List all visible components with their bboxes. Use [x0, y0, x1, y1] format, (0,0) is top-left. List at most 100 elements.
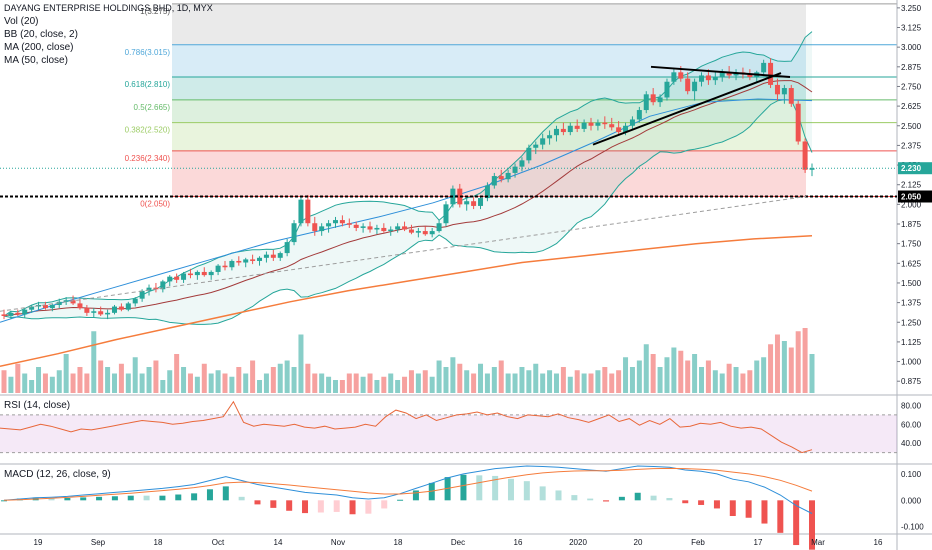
candle-body: [802, 141, 808, 170]
volume-bar: [229, 376, 235, 393]
candle-body: [29, 306, 35, 310]
candle-body: [774, 84, 780, 95]
volume-bar: [443, 367, 449, 393]
fib-zone: [172, 44, 806, 78]
macd-histogram-bar: [270, 500, 277, 508]
candle-body: [609, 124, 615, 128]
volume-bar: [395, 380, 401, 393]
volume-bar: [788, 347, 794, 393]
volume-bar: [98, 360, 104, 393]
volume-bar: [588, 373, 594, 393]
candle-body: [201, 271, 207, 276]
volume-bar: [29, 380, 35, 393]
volume-bar: [629, 367, 635, 393]
candle-body: [125, 303, 131, 310]
candle-body: [595, 122, 601, 126]
volume-bar: [705, 360, 711, 393]
volume-bar: [215, 370, 221, 393]
macd-title[interactable]: MACD (12, 26, close, 9): [4, 469, 111, 480]
volume-bar: [685, 360, 691, 393]
fib-level-label: 1(3.275): [140, 7, 170, 16]
rsi-title[interactable]: RSI (14, close): [4, 400, 71, 411]
candle-body: [56, 301, 62, 305]
bb-basis-line: [3, 80, 813, 317]
volume-bar: [526, 370, 532, 393]
candle-body: [98, 311, 104, 315]
volume-bar: [457, 363, 463, 393]
last-price-tag: [898, 162, 932, 175]
rsi-tick-label: 60.00: [901, 420, 922, 429]
price-tick-label: 1.750: [901, 240, 922, 249]
macd-histogram-bar: [254, 500, 261, 505]
indicator-bb-label[interactable]: BB (20, close, 2): [4, 29, 78, 40]
volume-bar: [733, 367, 739, 393]
candle-body: [636, 110, 642, 120]
volume-bar: [174, 354, 180, 393]
candle-body: [181, 273, 187, 280]
drawings: [0, 65, 897, 312]
time-tick-label: 14: [274, 538, 283, 547]
candle-body: [692, 81, 698, 92]
volume-bar: [84, 373, 90, 393]
candle-body: [712, 77, 718, 81]
candle-body: [381, 227, 387, 232]
macd-histogram-bar: [238, 496, 245, 501]
candle-body: [305, 199, 311, 224]
volume-bar: [602, 367, 608, 393]
volume-bar: [795, 331, 801, 393]
candle-body: [374, 227, 380, 230]
indicator-vol-label[interactable]: Vol (20): [4, 16, 39, 27]
volume-bar: [553, 373, 559, 393]
candle-body: [298, 199, 304, 224]
volume-bar: [388, 373, 394, 393]
candle-body: [277, 253, 283, 258]
candle-body: [402, 226, 408, 230]
fibonacci-retracement: 1(3.275) 0.786(3.015) 0.618(2.810) 0.5(2.66…: [125, 3, 897, 209]
candle-body: [91, 311, 97, 313]
indicator-ma200-label[interactable]: MA (200, close): [4, 42, 74, 53]
candle-body: [560, 128, 566, 133]
candle-body: [8, 312, 14, 316]
main-legend: DAYANG ENTERPRISE HOLDINGS BHD, 1D, MYX …: [4, 2, 213, 67]
bollinger-bands: [3, 31, 813, 325]
support-price-tag: [898, 190, 932, 203]
volume-bar: [402, 376, 408, 393]
volume-bar: [167, 370, 173, 393]
candle-body: [118, 306, 124, 310]
time-axis[interactable]: 19 Sep 18 Oct 14 Nov 18 Dec 16 2020 20 Feb 17 Mar 16: [34, 538, 883, 547]
price-axis[interactable]: 3.250 3.125 3.000 2.875 2.750 2.625 2.500 2.375…: [897, 4, 932, 532]
macd-histogram-bar: [206, 489, 213, 501]
candle-body: [77, 303, 83, 309]
volume-bar: [754, 360, 760, 393]
candle-body: [788, 88, 794, 104]
candlesticks: [1, 58, 815, 320]
price-tick-label: 1.000: [901, 358, 922, 367]
macd-histogram-bar: [555, 490, 562, 501]
macd-tick-label: 0.000: [901, 496, 922, 505]
macd-histogram-bar: [143, 495, 150, 501]
volume-bar: [63, 354, 69, 393]
candle-body: [187, 273, 193, 276]
volume-bar: [118, 363, 124, 393]
volume-bar: [547, 370, 553, 393]
candle-body: [194, 271, 200, 276]
candle-body: [15, 312, 21, 315]
price-tick-label: 2.125: [901, 181, 922, 190]
volume-bar: [436, 360, 442, 393]
candle-body: [781, 88, 787, 95]
candle-body: [49, 304, 55, 309]
price-tick-label: 2.500: [901, 122, 922, 131]
volume-bar: [132, 357, 138, 393]
volume-bar: [360, 376, 366, 393]
candle-body: [270, 254, 276, 258]
volume-bar: [208, 373, 214, 393]
volume-bar: [540, 373, 546, 393]
volume-bar: [768, 344, 774, 393]
volume-bar: [422, 370, 428, 393]
ascending-trendline: [592, 72, 782, 146]
volume-bar: [139, 373, 145, 393]
candle-body: [1, 314, 7, 316]
symbol-title[interactable]: DAYANG ENTERPRISE HOLDINGS BHD, 1D, MYX: [4, 3, 213, 13]
indicator-ma50-label[interactable]: MA (50, close): [4, 55, 68, 66]
